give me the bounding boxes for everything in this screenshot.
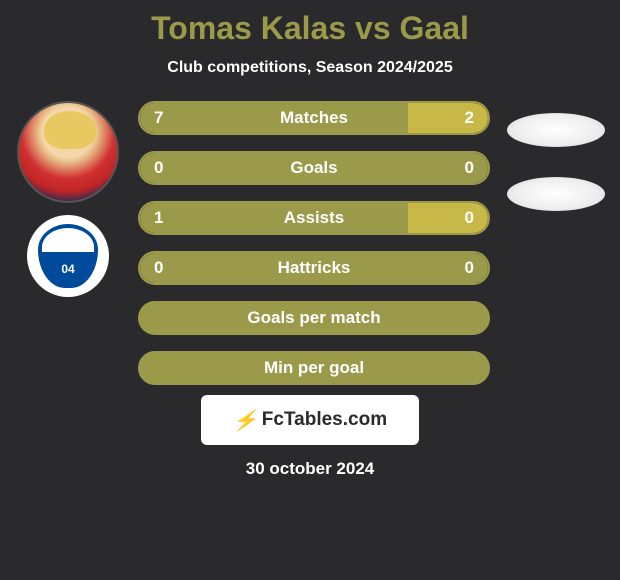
stat-left-value: 7 [154, 108, 163, 128]
club-badge: 04 [27, 215, 109, 297]
left-column: 04 [8, 101, 128, 297]
stat-fill-right: 2 [408, 103, 488, 133]
stat-row: 7 2 Matches [138, 101, 490, 135]
stat-fill-left: 1 [140, 203, 408, 233]
stat-label: Min per goal [264, 358, 364, 378]
stat-row: 1 0 Assists [138, 201, 490, 235]
comparison-infographic: Tomas Kalas vs Gaal Club competitions, S… [0, 0, 620, 580]
stat-label: Assists [284, 208, 344, 228]
content-row: 04 7 2 Matches 0 0 Goals 1 0 Assists 0 0 Hattricks G… [0, 101, 620, 385]
stat-label: Goals [290, 158, 337, 178]
stat-label: Hattricks [278, 258, 351, 278]
player-photo [17, 101, 119, 203]
club-badge-shield: 04 [38, 224, 98, 288]
stat-row: 0 0 Goals [138, 151, 490, 185]
source-badge-icon: ⚡ [233, 408, 258, 433]
stat-left-value: 1 [154, 208, 163, 228]
stat-fill-left: 7 [140, 103, 408, 133]
right-ellipse-2 [507, 177, 605, 211]
page-title: Tomas Kalas vs Gaal [0, 10, 620, 47]
stat-label: Goals per match [247, 308, 380, 328]
date-text: 30 october 2024 [246, 459, 375, 479]
source-badge-text: FcTables.com [262, 409, 387, 431]
stat-right-value: 0 [465, 158, 474, 178]
stat-label: Matches [280, 108, 348, 128]
right-column [500, 101, 612, 211]
club-badge-text: 04 [61, 262, 74, 276]
stat-row-single: Min per goal [138, 351, 490, 385]
right-ellipse-1 [507, 113, 605, 147]
stat-row-single: Goals per match [138, 301, 490, 335]
source-badge: ⚡ FcTables.com [201, 395, 419, 445]
stat-right-value: 2 [465, 108, 474, 128]
stat-left-value: 0 [154, 158, 163, 178]
stat-fill-right: 0 [408, 203, 488, 233]
footer: ⚡ FcTables.com 30 october 2024 [0, 395, 620, 479]
stat-right-value: 0 [465, 258, 474, 278]
stats-column: 7 2 Matches 0 0 Goals 1 0 Assists 0 0 Hattricks Goal… [128, 101, 500, 385]
page-subtitle: Club competitions, Season 2024/2025 [0, 59, 620, 77]
stat-right-value: 0 [465, 208, 474, 228]
stat-row: 0 0 Hattricks [138, 251, 490, 285]
stat-left-value: 0 [154, 258, 163, 278]
